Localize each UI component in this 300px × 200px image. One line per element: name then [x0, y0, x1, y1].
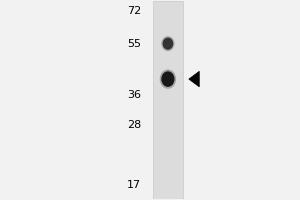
Ellipse shape — [161, 36, 175, 51]
Text: 72: 72 — [127, 6, 141, 16]
Text: 28: 28 — [127, 120, 141, 130]
Bar — [153, 1, 183, 199]
Ellipse shape — [161, 71, 175, 87]
Ellipse shape — [163, 38, 173, 50]
Text: 36: 36 — [127, 90, 141, 100]
Ellipse shape — [160, 69, 176, 89]
Polygon shape — [189, 71, 199, 87]
Text: 55: 55 — [127, 39, 141, 49]
Text: 17: 17 — [127, 180, 141, 190]
